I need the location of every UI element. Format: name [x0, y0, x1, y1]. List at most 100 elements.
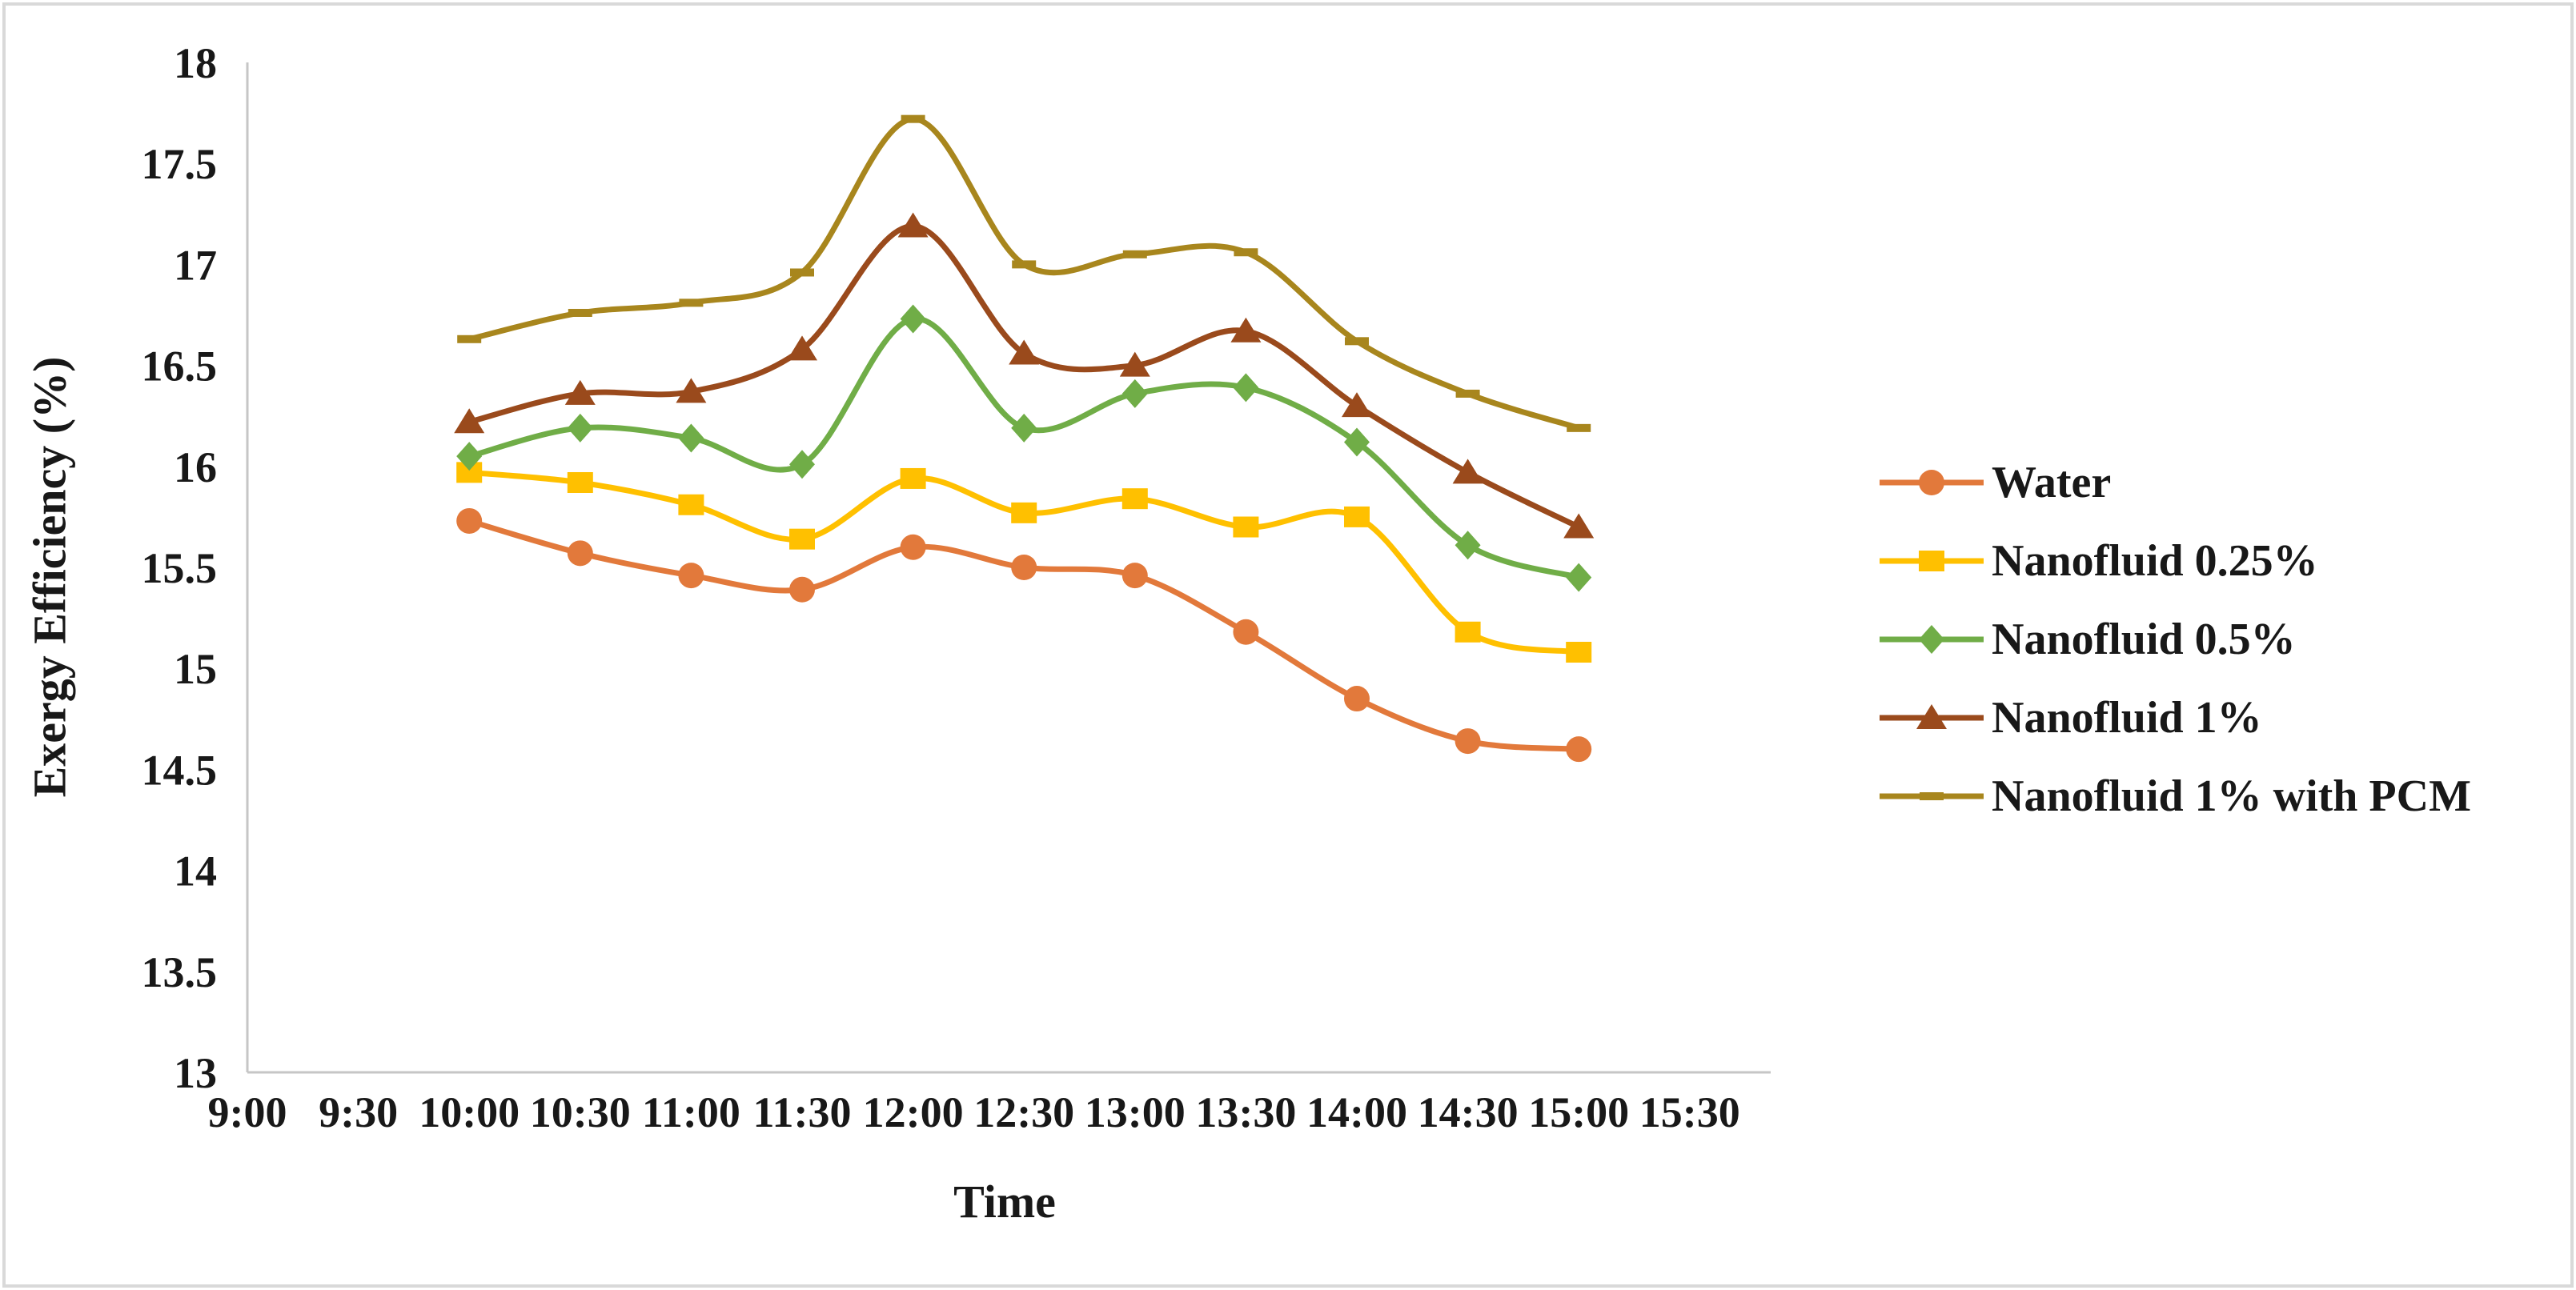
y-tick-label: 15 [174, 645, 217, 693]
marker-square [900, 467, 926, 489]
x-tick-label: 15:30 [1639, 1088, 1740, 1136]
marker-diamond [1566, 563, 1592, 592]
marker-dash [1234, 248, 1258, 257]
marker-square [567, 471, 593, 493]
legend-swatch [1880, 625, 1984, 654]
marker-dash [1920, 792, 1944, 800]
marker-triangle [676, 378, 707, 403]
series-line-nanofluid-1- [466, 222, 1582, 531]
legend-label: Water [1992, 458, 2112, 507]
x-axis-title: Time [953, 1176, 1056, 1228]
x-tick-label: 13:00 [1085, 1088, 1186, 1136]
marker-dash [901, 114, 925, 123]
chart-legend: Water Nanofluid 0.25% Nanofluid 0.5% Nanofl… [1880, 458, 2471, 857]
y-tick-label: 13.5 [142, 948, 218, 996]
marker-circle [678, 563, 704, 589]
marker-triangle [1452, 459, 1483, 484]
series-line-nanofluid-1-with-pcm [466, 116, 1582, 431]
legend-label: Nanofluid 0.25% [1992, 536, 2318, 586]
y-tick-label: 17 [174, 241, 217, 289]
legend-swatch [1880, 470, 1984, 495]
marker-diamond [456, 442, 483, 471]
marker-square [1011, 502, 1037, 523]
marker-triangle [564, 379, 596, 405]
marker-triangle [1916, 704, 1947, 729]
marker-diamond [1011, 413, 1037, 443]
x-tick-label: 14:30 [1418, 1088, 1519, 1136]
marker-diamond [1919, 625, 1944, 654]
marker-circle [1011, 555, 1037, 580]
series-line-nanofluid-0-5- [466, 316, 1582, 581]
x-tick-label: 10:30 [530, 1088, 631, 1136]
legend-item-nanofluid-1-: Nanofluid 1% [1880, 693, 2471, 743]
legend-item-water: Water [1880, 458, 2471, 507]
marker-circle [1455, 728, 1481, 755]
marker-square [678, 494, 704, 515]
y-tick-label: 16 [174, 443, 217, 491]
marker-circle [456, 507, 483, 534]
marker-circle [789, 576, 815, 603]
x-tick-label: 9:30 [319, 1088, 398, 1136]
marker-dash [1122, 250, 1147, 258]
marker-circle [900, 534, 926, 560]
marker-diamond [900, 304, 926, 334]
marker-triangle [1342, 392, 1372, 418]
marker-dash [1345, 337, 1369, 346]
y-tick-label: 15.5 [142, 544, 218, 592]
marker-square [789, 528, 815, 550]
legend-item-nanofluid-0-5-: Nanofluid 0.5% [1880, 615, 2471, 664]
y-tick-label: 14.5 [142, 746, 218, 794]
legend-swatch [1880, 551, 1984, 571]
marker-dash [1012, 260, 1037, 269]
marker-dash [1455, 389, 1480, 398]
legend-label: Nanofluid 0.5% [1992, 615, 2296, 664]
y-tick-label: 17.5 [142, 140, 218, 188]
legend-swatch [1880, 792, 1984, 800]
marker-triangle [787, 335, 817, 361]
legend-item-nanofluid-1-with-pcm: Nanofluid 1% with PCM [1880, 771, 2471, 821]
marker-circle [567, 540, 593, 567]
y-tick-label: 14 [174, 847, 217, 895]
marker-square [1455, 621, 1481, 643]
marker-triangle [1009, 339, 1040, 365]
x-tick-label: 14:00 [1306, 1088, 1407, 1136]
marker-square [1121, 488, 1148, 510]
marker-circle [1121, 563, 1148, 589]
marker-circle [1344, 686, 1370, 712]
marker-triangle [1563, 513, 1595, 539]
x-tick-label: 9:00 [208, 1088, 287, 1136]
marker-triangle [454, 408, 485, 434]
marker-dash [457, 335, 482, 343]
x-tick-label: 10:00 [419, 1088, 520, 1136]
x-tick-label: 11:30 [752, 1088, 851, 1136]
marker-square [1344, 506, 1370, 527]
x-tick-label: 11:00 [642, 1088, 740, 1136]
marker-circle [1233, 619, 1259, 645]
x-tick-label: 12:30 [973, 1088, 1074, 1136]
marker-circle [1566, 736, 1592, 763]
marker-dash [790, 268, 814, 277]
legend-label: Nanofluid 1% with PCM [1992, 771, 2471, 821]
marker-circle [1919, 470, 1944, 495]
marker-triangle [1119, 351, 1150, 377]
marker-dash [568, 308, 592, 317]
marker-dash [679, 298, 704, 307]
marker-triangle [897, 212, 929, 238]
marker-square [1233, 516, 1259, 538]
y-tick-label: 16.5 [142, 343, 218, 391]
x-tick-label: 12:00 [863, 1088, 964, 1136]
y-tick-label: 13 [174, 1049, 217, 1097]
marker-square [1566, 642, 1592, 663]
marker-square [1919, 551, 1944, 571]
marker-diamond [1344, 427, 1370, 457]
legend-swatch [1880, 704, 1984, 729]
legend-item-nanofluid-0-25-: Nanofluid 0.25% [1880, 536, 2471, 586]
marker-dash [1567, 423, 1591, 432]
marker-triangle [1230, 317, 1262, 343]
x-tick-label: 15:00 [1528, 1088, 1629, 1136]
y-tick-label: 18 [174, 39, 217, 87]
legend-label: Nanofluid 1% [1992, 693, 2262, 743]
marker-diamond [678, 423, 704, 453]
